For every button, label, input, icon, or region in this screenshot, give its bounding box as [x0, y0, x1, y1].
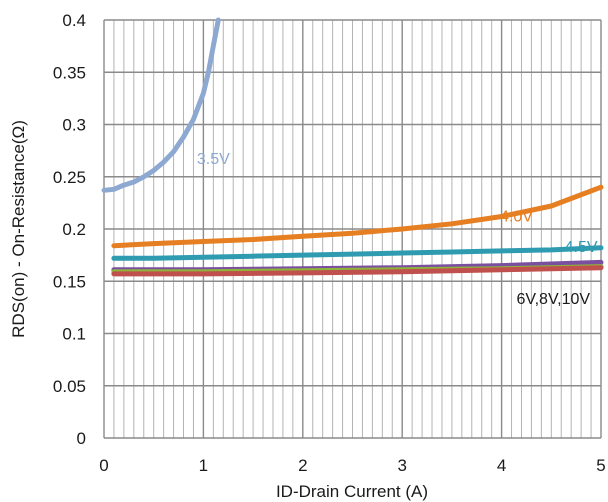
- y-tick-label: 0.2: [62, 220, 86, 239]
- series-line-5: [111, 265, 604, 277]
- series-label: 3.5V: [197, 151, 230, 168]
- y-tick-label: 0: [77, 429, 86, 448]
- y-tick-label: 0.3: [62, 116, 86, 135]
- y-tick-label: 0.35: [53, 63, 86, 82]
- x-tick-label: 5: [596, 456, 605, 475]
- y-tick-label: 0.15: [53, 272, 86, 291]
- x-tick-label: 4: [497, 456, 506, 475]
- series-line-2: [111, 245, 604, 261]
- x-tick-label: 0: [99, 456, 108, 475]
- y-axis-title: RDS(on) - On-Resistance(Ω): [9, 120, 28, 338]
- y-tick-label: 0.1: [62, 325, 86, 344]
- y-tick-label: 0.4: [62, 11, 86, 30]
- series-annotations: 3.5V 4.0V 4.5V 6V,8V,10V: [197, 151, 598, 308]
- y-tick-labels: 0 0.05 0.1 0.15 0.2 0.25 0.3 0.35 0.4: [53, 11, 86, 448]
- x-tick-label: 2: [298, 456, 307, 475]
- x-tick-labels: 0 1 2 3 4 5: [99, 456, 605, 475]
- series-label: 4.5V: [565, 239, 598, 256]
- x-axis-title: ID-Drain Current (A): [276, 482, 428, 501]
- series-label: 6V,8V,10V: [517, 291, 591, 308]
- x-tick-label: 1: [199, 456, 208, 475]
- series-lines: [101, 17, 604, 277]
- y-tick-label: 0.25: [53, 168, 86, 187]
- grid: [103, 19, 602, 439]
- y-tick-label: 0.05: [53, 377, 86, 396]
- series-label: 4.0V: [500, 209, 533, 226]
- series-line-0: [101, 17, 221, 193]
- x-tick-label: 3: [397, 456, 406, 475]
- series-line-1: [111, 184, 604, 249]
